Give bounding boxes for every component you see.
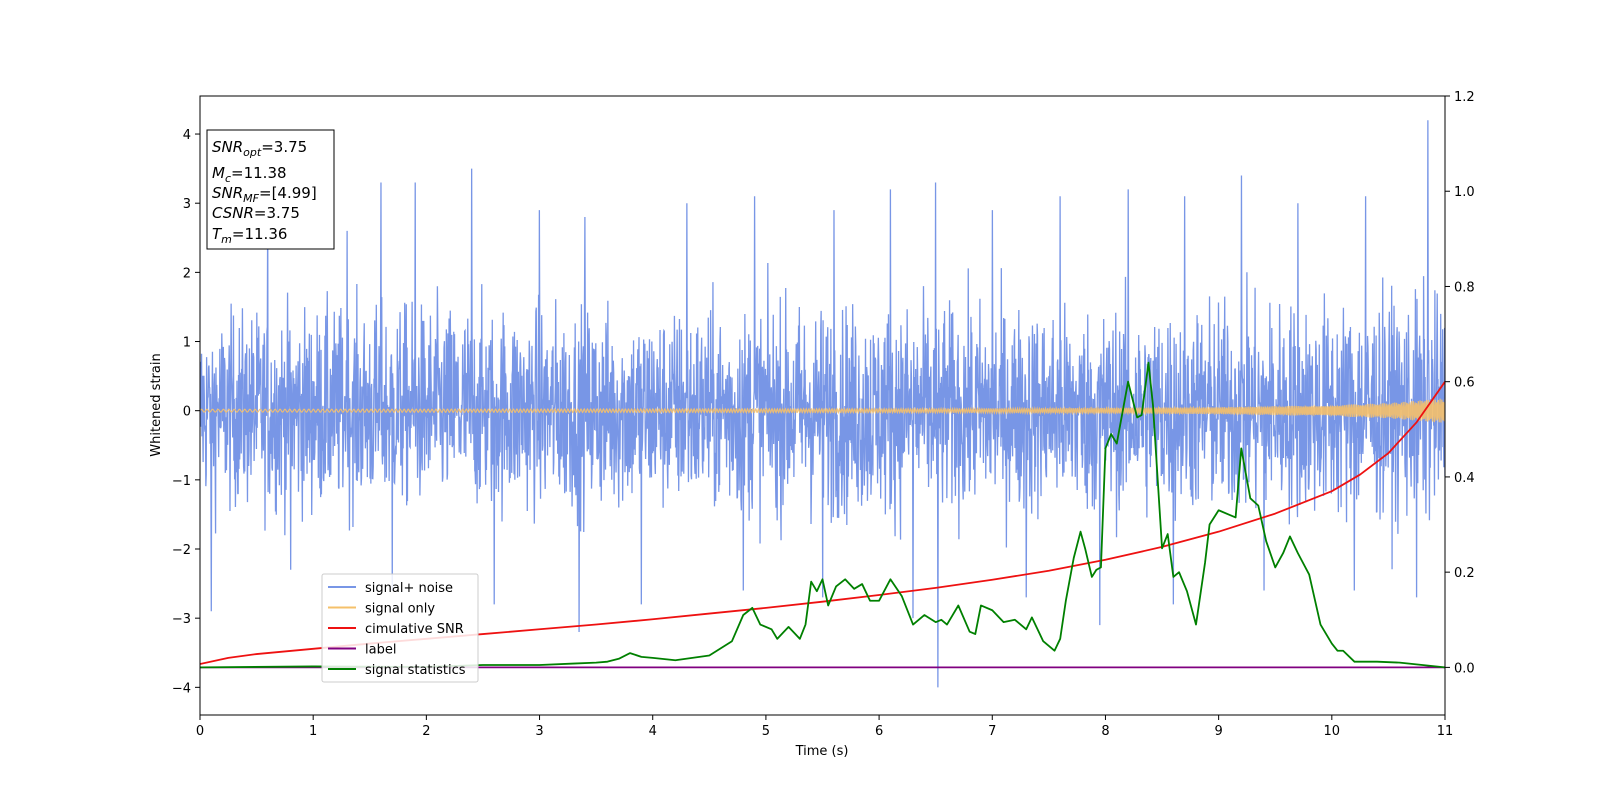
x-tick-label: 3 bbox=[535, 724, 543, 739]
annotation-frame bbox=[206, 129, 335, 250]
y2-tick-label: 0.4 bbox=[1454, 471, 1475, 486]
annotation-mc: Mc=11.38 bbox=[212, 164, 287, 185]
y2-tick-label: 1.2 bbox=[1454, 90, 1475, 105]
legend-label: signal only bbox=[365, 602, 435, 617]
x-tick-label: 0 bbox=[196, 724, 204, 739]
series-signal-noise bbox=[200, 120, 1445, 688]
x-tick-label: 9 bbox=[1214, 724, 1222, 739]
y-tick-label: −2 bbox=[172, 543, 191, 558]
x-tick-label: 1 bbox=[309, 724, 317, 739]
y-axis-left: 4 3 2 1 0 −1 −2 −3 −4 bbox=[172, 128, 200, 696]
series-signal-only bbox=[200, 398, 1445, 423]
legend-frame bbox=[321, 573, 479, 683]
annotation-tm: Tm=11.36 bbox=[212, 225, 287, 246]
y2-tick-label: 0.6 bbox=[1454, 376, 1475, 391]
legend-items: signal+ noise signal only cimulative SNR la… bbox=[328, 581, 466, 678]
y-tick-label: 1 bbox=[183, 336, 191, 351]
x-axis-label: Time (s) bbox=[795, 744, 849, 759]
annotation-csnr: CSNR=3.75 bbox=[212, 204, 300, 222]
x-tick-label: 11 bbox=[1437, 724, 1454, 739]
y2-tick-label: 0.8 bbox=[1454, 280, 1475, 295]
legend-label: signal statistics bbox=[365, 663, 466, 678]
y2-tick-label: 0.2 bbox=[1454, 566, 1475, 581]
x-tick-label: 7 bbox=[988, 724, 996, 739]
y-axis-right: 1.2 1.0 0.8 0.6 0.4 0.2 0.0 bbox=[1445, 90, 1475, 676]
x-tick-label: 6 bbox=[875, 724, 883, 739]
series-signal-statistics bbox=[200, 361, 1445, 669]
annotation-box: SNRopt=3.75 Mc=11.38 SNRMF=[4.99] CSNR=3… bbox=[206, 129, 335, 250]
annotation-snr-mf: SNRMF=[4.99] bbox=[212, 184, 317, 205]
x-tick-label: 2 bbox=[422, 724, 430, 739]
y-tick-label: −3 bbox=[172, 612, 191, 627]
y-tick-label: 3 bbox=[183, 197, 191, 212]
y-tick-label: 4 bbox=[183, 128, 191, 143]
legend: signal+ noise signal only cimulative SNR la… bbox=[321, 573, 479, 683]
y-tick-label: 0 bbox=[183, 405, 191, 420]
annotation-snr-opt: SNRopt=3.75 bbox=[212, 138, 307, 159]
x-tick-label: 5 bbox=[762, 724, 770, 739]
x-tick-label: 4 bbox=[649, 724, 657, 739]
x-tick-label: 10 bbox=[1324, 724, 1341, 739]
y2-tick-label: 0.0 bbox=[1454, 661, 1475, 676]
y-tick-label: −4 bbox=[172, 681, 191, 696]
x-tick-label: 8 bbox=[1101, 724, 1109, 739]
plot-frame bbox=[199, 95, 1446, 716]
legend-label: signal+ noise bbox=[365, 581, 453, 596]
legend-label: cimulative SNR bbox=[365, 622, 464, 637]
y-tick-label: −1 bbox=[172, 474, 191, 489]
legend-label: label bbox=[365, 643, 396, 658]
y-tick-label: 2 bbox=[183, 266, 191, 281]
y2-tick-label: 1.0 bbox=[1454, 185, 1475, 200]
y-axis-label: Whitened strain bbox=[149, 353, 164, 456]
x-axis: 0 1 2 3 4 5 6 7 8 9 10 11 bbox=[196, 715, 1453, 739]
